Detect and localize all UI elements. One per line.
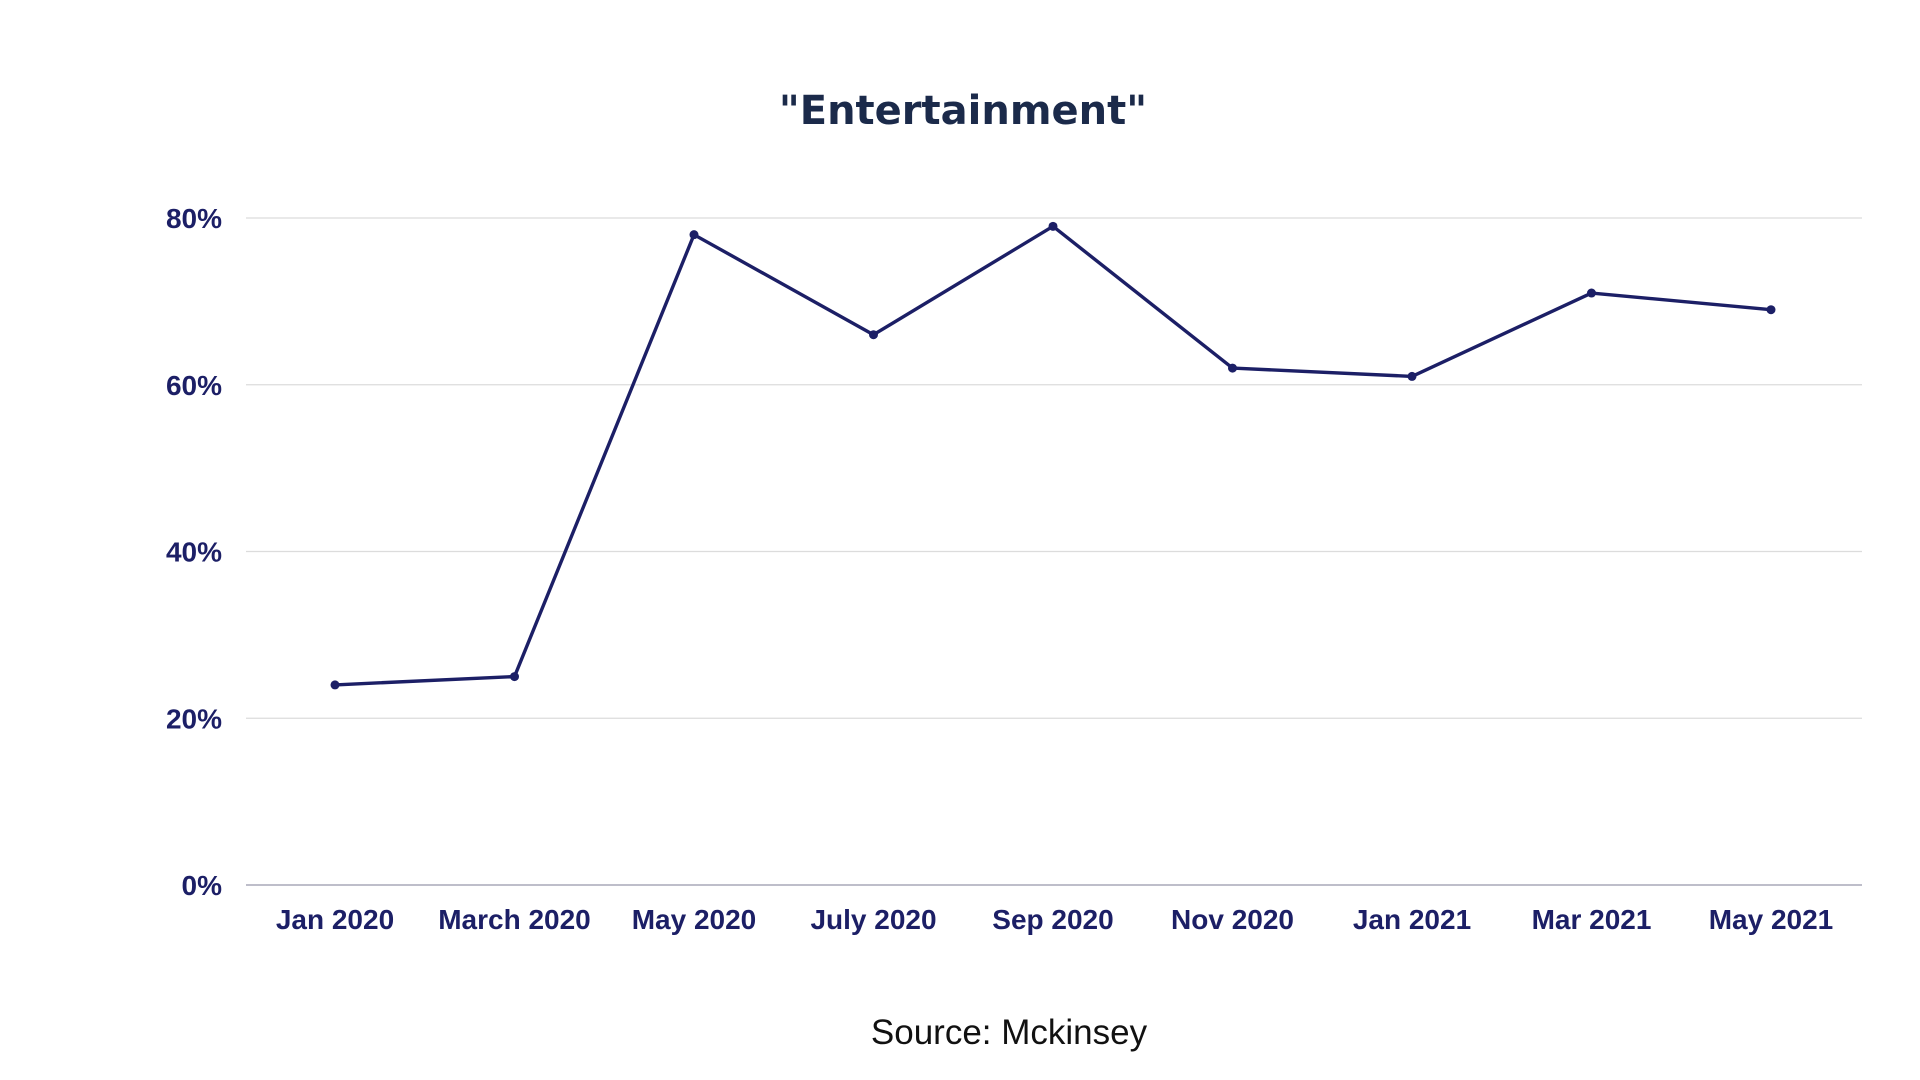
data-point xyxy=(510,672,519,682)
y-tick-label: 40% xyxy=(166,537,222,568)
data-point xyxy=(1407,371,1417,381)
y-tick-label: 80% xyxy=(166,203,222,234)
chart-title: "Entertainment" xyxy=(779,88,1147,134)
x-tick-label: Jan 2021 xyxy=(1353,904,1471,935)
y-tick-label: 20% xyxy=(166,703,222,734)
series-group xyxy=(330,221,1776,690)
x-tick-label: Jan 2020 xyxy=(276,904,394,935)
data-point xyxy=(869,330,878,340)
y-tick-label: 60% xyxy=(166,370,222,401)
x-axis-ticks: Jan 2020 March 2020 May 2020 July 2020 Sep 2… xyxy=(276,904,1833,935)
series-line xyxy=(333,224,1773,687)
x-tick-label: Mar 2021 xyxy=(1532,904,1652,935)
source-note: Source: Mckinsey xyxy=(871,1013,1148,1052)
data-point xyxy=(1228,363,1237,373)
x-tick-label: Nov 2020 xyxy=(1171,904,1294,935)
data-point xyxy=(330,680,340,690)
x-tick-label: Sep 2020 xyxy=(992,904,1113,935)
x-tick-label: May 2021 xyxy=(1709,904,1834,935)
y-axis-ticks: 0% 20% 40% 60% 80% xyxy=(166,203,222,901)
x-tick-label: May 2020 xyxy=(632,904,757,935)
data-point xyxy=(689,230,699,240)
x-tick-label: July 2020 xyxy=(810,904,936,935)
data-point xyxy=(1766,305,1776,315)
data-point xyxy=(1048,221,1058,231)
gridlines xyxy=(246,217,1862,719)
y-tick-label: 0% xyxy=(182,870,223,901)
x-tick-label: March 2020 xyxy=(438,904,591,935)
data-point xyxy=(1587,288,1596,298)
